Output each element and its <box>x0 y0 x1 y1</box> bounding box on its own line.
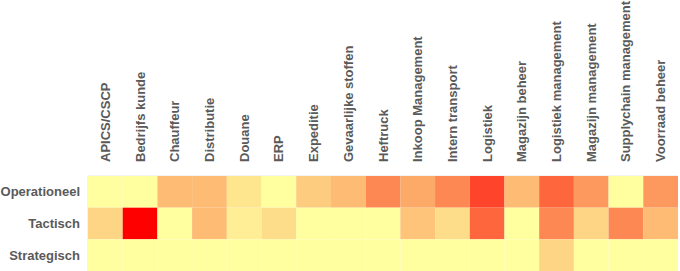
svg-text:Operationeel: Operationeel <box>8 184 80 199</box>
svg-text:Tactisch: Tactisch <box>28 216 80 231</box>
svg-text:Douane: Douane <box>237 114 252 162</box>
svg-text:APICS/CSCP: APICS/CSCP <box>98 82 113 162</box>
svg-text:Supplychain management: Supplychain management <box>618 0 633 162</box>
svg-text:Strategisch: Strategisch <box>9 248 80 263</box>
svg-text:Inkoop Management: Inkoop Management <box>410 36 425 162</box>
svg-text:Logistiek: Logistiek <box>480 104 495 162</box>
svg-text:Magazijn management: Magazijn management <box>584 23 599 162</box>
svg-text:Voorraad beheer: Voorraad beheer <box>653 60 668 162</box>
svg-text:Chauffeur: Chauffeur <box>167 101 182 162</box>
svg-text:Gevaarlijke stoffen: Gevaarlijke stoffen <box>341 46 356 162</box>
svg-text:ERP: ERP <box>271 135 286 162</box>
svg-text:Distributie: Distributie <box>202 98 217 162</box>
svg-text:Magazijn beheer: Magazijn beheer <box>514 61 529 162</box>
svg-text:Intern transport: Intern transport <box>445 65 460 162</box>
svg-text:Expeditie: Expeditie <box>306 104 321 162</box>
svg-text:Logistiek management: Logistiek management <box>549 20 564 162</box>
svg-text:Heftruck: Heftruck <box>376 108 391 162</box>
svg-text:Bedrijfs kunde: Bedrijfs kunde <box>133 72 148 162</box>
